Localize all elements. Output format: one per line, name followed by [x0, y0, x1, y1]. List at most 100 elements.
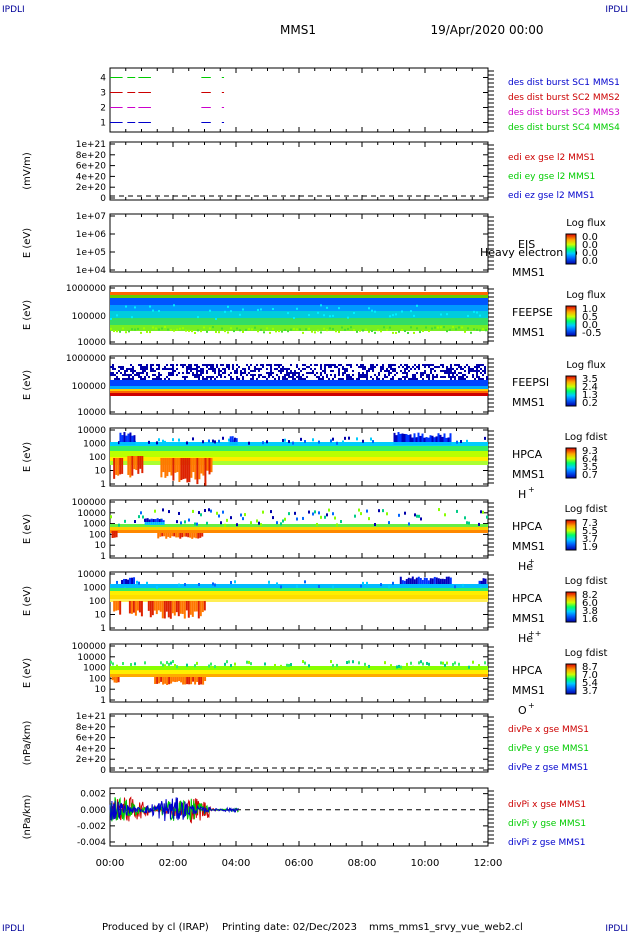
spectrogram-cell	[402, 366, 404, 368]
spectrogram-cell	[364, 368, 366, 370]
spectrogram-cell	[311, 330, 313, 333]
spectrogram-cell	[220, 376, 222, 378]
spectrogram-cell	[187, 533, 190, 538]
spectrogram-cell	[128, 601, 131, 614]
spectrogram-cell	[403, 584, 406, 587]
time-axis: 00:00 02:00 04:00 06:00 08:00 10:00 12:00	[96, 858, 503, 869]
spectrogram-cell	[347, 316, 349, 319]
spectrogram-cell	[433, 576, 436, 584]
spectrogram-cell	[432, 364, 434, 366]
spectrogram-cell	[202, 372, 204, 374]
spectrogram-cell	[484, 584, 487, 587]
spectrogram-cell	[484, 436, 486, 440]
spectrogram-cell	[146, 368, 148, 370]
spectrogram-cell	[233, 439, 236, 442]
spectrogram-cell	[427, 437, 430, 442]
spectrogram-cell	[244, 372, 246, 374]
spectrogram-cell	[184, 376, 186, 378]
spectrogram-cell	[410, 661, 412, 665]
spectrogram-cell	[376, 364, 378, 366]
spectrogram-cell	[170, 368, 172, 370]
colorbar-tick-label: 8.7	[582, 662, 598, 673]
spectrogram-cell	[448, 368, 450, 370]
spectrogram-cell	[235, 438, 238, 442]
spectrogram-cell	[390, 664, 392, 668]
y-tick-label: 4e+20	[76, 172, 107, 182]
spectrogram-cell	[434, 370, 436, 372]
spectrogram-cell	[397, 442, 400, 445]
species-label: H	[518, 488, 526, 501]
spectrogram-cell	[168, 677, 171, 685]
spectrogram-cell	[332, 585, 334, 589]
spectrogram-cell	[372, 370, 374, 372]
spectrogram-cell	[197, 601, 200, 619]
spectrogram-cell	[158, 364, 160, 366]
spectrogram-cell	[432, 378, 434, 380]
colorbar-title: Log fdist	[565, 648, 608, 659]
spectrogram-cell	[374, 310, 376, 313]
spectrogram-cell	[174, 370, 176, 372]
spectrogram-cell	[470, 331, 472, 334]
spectrogram-cell	[220, 521, 222, 525]
spectrogram-cell	[274, 368, 276, 370]
spectrogram-cell	[286, 378, 288, 380]
spectrogram-cell	[364, 662, 366, 666]
spectrogram-cell	[146, 581, 148, 585]
colorbar-tick-label: 3.8	[582, 606, 598, 617]
spectrogram-cell	[428, 364, 430, 366]
spectrogram-cell	[431, 435, 434, 442]
spectrogram-cell	[304, 440, 306, 444]
spectrogram-cell	[192, 677, 195, 682]
spectrogram-cell	[171, 533, 174, 537]
spectrogram-cell	[141, 456, 144, 474]
species-charge-label: ++	[528, 629, 541, 638]
spectrogram-cell	[364, 376, 366, 378]
spectrogram-cell	[462, 376, 464, 378]
spectrogram-cell	[450, 376, 452, 378]
spectrogram-cell	[338, 368, 340, 370]
spectrogram-cell	[338, 330, 340, 333]
spectrogram-cell	[366, 370, 368, 372]
spectrogram-cell	[486, 378, 488, 380]
spectrogram-cell	[476, 328, 478, 331]
spectrogram-cell	[246, 364, 248, 366]
spectrogram-cell	[416, 327, 418, 330]
spectrogram-cell	[425, 437, 428, 442]
y-axis-label: E (eV)	[22, 514, 33, 544]
spectrogram-cell	[302, 331, 304, 334]
spectrogram-cell	[116, 372, 118, 374]
colorbar	[565, 519, 577, 551]
spectrogram-cell	[386, 328, 388, 331]
spectrogram-cell	[252, 374, 254, 376]
spectrogram-cell	[342, 378, 344, 380]
spectrogram-cell	[276, 374, 278, 376]
spectrogram-cell	[136, 372, 138, 374]
spectrogram-cell	[394, 370, 396, 372]
spectrogram-cell	[170, 458, 173, 476]
colorbar-tick-label: 0.2	[582, 398, 598, 409]
spectrogram-cell	[224, 368, 226, 370]
spectrogram-cell	[127, 433, 130, 442]
spectrogram-cell	[320, 364, 322, 366]
spectrogram-cell	[133, 577, 136, 584]
spacecraft-label: MMS1	[512, 396, 545, 409]
spectrogram-cell	[450, 372, 452, 374]
spectrogram-cell	[125, 579, 128, 584]
spectrogram-cell	[428, 374, 430, 376]
spectrogram-cell	[190, 366, 192, 368]
spectrogram-cell	[401, 442, 404, 445]
spectrogram-cell	[370, 366, 372, 368]
spectrogram-cell	[264, 662, 266, 666]
spectrogram-cell	[144, 368, 146, 370]
spectrogram-cell	[174, 677, 177, 683]
spectrogram-cell	[320, 368, 322, 370]
spectrogram-cell	[362, 329, 364, 332]
colorbar-tick-label: 0.0	[582, 232, 598, 243]
spectrogram-cell	[282, 438, 284, 442]
spectrogram-cell	[358, 366, 360, 368]
spectrogram-cell	[280, 368, 282, 370]
spectrogram-cell	[142, 378, 144, 380]
spectrogram-cell	[222, 436, 224, 440]
colorbar	[565, 305, 577, 337]
spectrogram-cell	[328, 508, 330, 512]
